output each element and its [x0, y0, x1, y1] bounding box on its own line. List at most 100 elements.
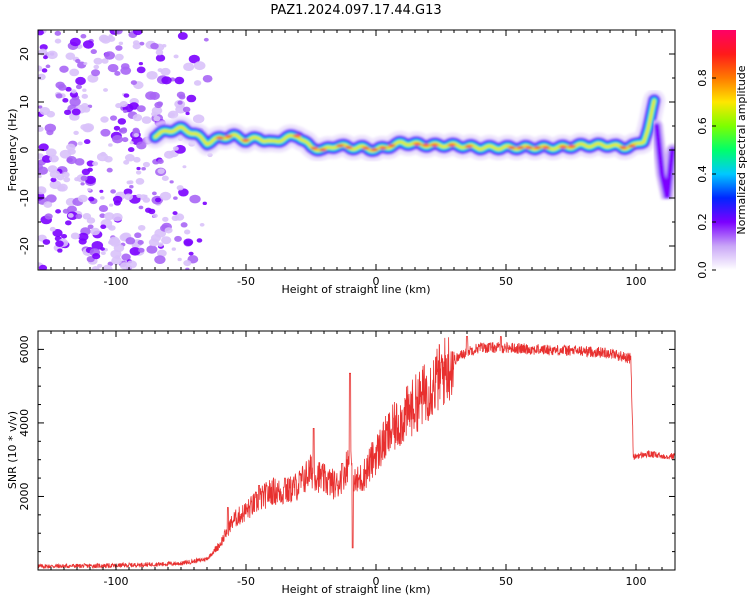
noise-blob [114, 71, 121, 76]
spectrogram-side-band [650, 120, 675, 200]
x-tick-label: 0 [373, 275, 380, 288]
noise-blob [119, 262, 130, 270]
noise-blob [38, 264, 48, 270]
ridge-peak [421, 143, 430, 147]
noise-blob [83, 139, 91, 145]
noise-blob [139, 41, 145, 46]
noise-blob [100, 224, 107, 230]
noise-blob [169, 180, 174, 184]
noise-blob [180, 222, 188, 228]
y-tick-label: -20 [18, 237, 31, 255]
x-tick-label: 0 [373, 575, 380, 588]
noise-blob [75, 76, 86, 86]
noise-blob [92, 253, 101, 260]
noise-blob [92, 161, 99, 166]
noise-blob [99, 189, 104, 193]
noise-blob [176, 91, 186, 99]
noise-blob [132, 43, 141, 50]
noise-blob [110, 189, 116, 194]
noise-blob [97, 263, 103, 268]
noise-blob [66, 205, 77, 214]
x-tick-label: -50 [237, 575, 255, 588]
ridge-peak [627, 144, 636, 148]
noise-blob [86, 125, 92, 130]
y-tick-label: 4000 [18, 409, 31, 437]
noise-blob [107, 63, 119, 73]
noise-blob [74, 158, 85, 166]
noise-blob [64, 220, 72, 226]
ridge-peak [430, 143, 439, 147]
noise-blob [154, 255, 166, 264]
colorbar-tick-label: 0.4 [696, 165, 709, 183]
snr-plot-area [38, 336, 675, 570]
noise-blob [87, 74, 99, 83]
noise-blob [138, 247, 145, 253]
noise-blob [202, 74, 213, 83]
noise-blob [185, 267, 190, 270]
noise-blob [113, 244, 125, 253]
noise-blob [138, 205, 144, 210]
ridge-peak [387, 144, 396, 148]
noise-blob [80, 175, 88, 181]
noise-blob [159, 191, 172, 201]
colorbar-tick-label: 0.2 [696, 213, 709, 231]
noise-blob [151, 191, 157, 196]
noise-blob [71, 108, 81, 116]
noise-blob [43, 55, 48, 60]
ridge-peak [559, 145, 568, 149]
noise-blob [123, 188, 133, 196]
noise-blob [38, 73, 46, 81]
noise-blob [101, 58, 109, 64]
noise-blob [131, 242, 140, 249]
x-tick-label: -50 [237, 275, 255, 288]
noise-blob [132, 30, 143, 36]
noise-blob [111, 256, 122, 265]
noise-blob [46, 110, 56, 118]
noise-blob [172, 211, 178, 216]
ridge-peak [533, 146, 542, 150]
y-tick-label: 10 [18, 95, 31, 109]
noise-blob [129, 141, 134, 145]
noise-blob [171, 247, 176, 251]
noise-blob [137, 240, 144, 245]
snr-series-line [38, 336, 675, 570]
noise-blob [69, 68, 80, 77]
noise-blob [124, 193, 134, 201]
colorbar-label: Normalized spectral amplitude [735, 65, 748, 234]
noise-blob [122, 137, 129, 143]
ridge-peak [464, 145, 473, 148]
noise-blob [100, 151, 107, 157]
noise-blob [151, 111, 158, 117]
noise-blob [110, 115, 118, 121]
noise-blob [44, 123, 57, 133]
noise-blob [75, 213, 83, 219]
noise-blob [136, 141, 147, 150]
noise-blob [81, 168, 91, 176]
noise-blob [55, 240, 64, 247]
noise-blob [87, 187, 92, 192]
noise-blob [82, 212, 92, 220]
noise-blob [146, 245, 158, 254]
noise-blob [105, 267, 113, 270]
noise-blob [90, 227, 100, 236]
noise-blob [42, 239, 51, 245]
noise-blob [182, 165, 187, 169]
colorbar: 0.0 0.2 0.4 0.6 0.8 Normalized spectral ampl… [696, 30, 748, 279]
noise-blob [176, 185, 184, 191]
noise-blob [149, 91, 160, 100]
noise-blob [57, 185, 66, 192]
noise-blob [163, 150, 175, 159]
noise-blob [73, 130, 79, 135]
noise-blob [114, 53, 124, 61]
noise-blob [44, 213, 53, 220]
ridge-peak [542, 146, 551, 150]
ridge-peak [310, 146, 319, 150]
noise-blob [141, 116, 152, 124]
noise-blob [118, 41, 124, 46]
noise-blob [98, 204, 109, 213]
noise-blob [91, 69, 101, 77]
noise-blob [77, 141, 83, 146]
